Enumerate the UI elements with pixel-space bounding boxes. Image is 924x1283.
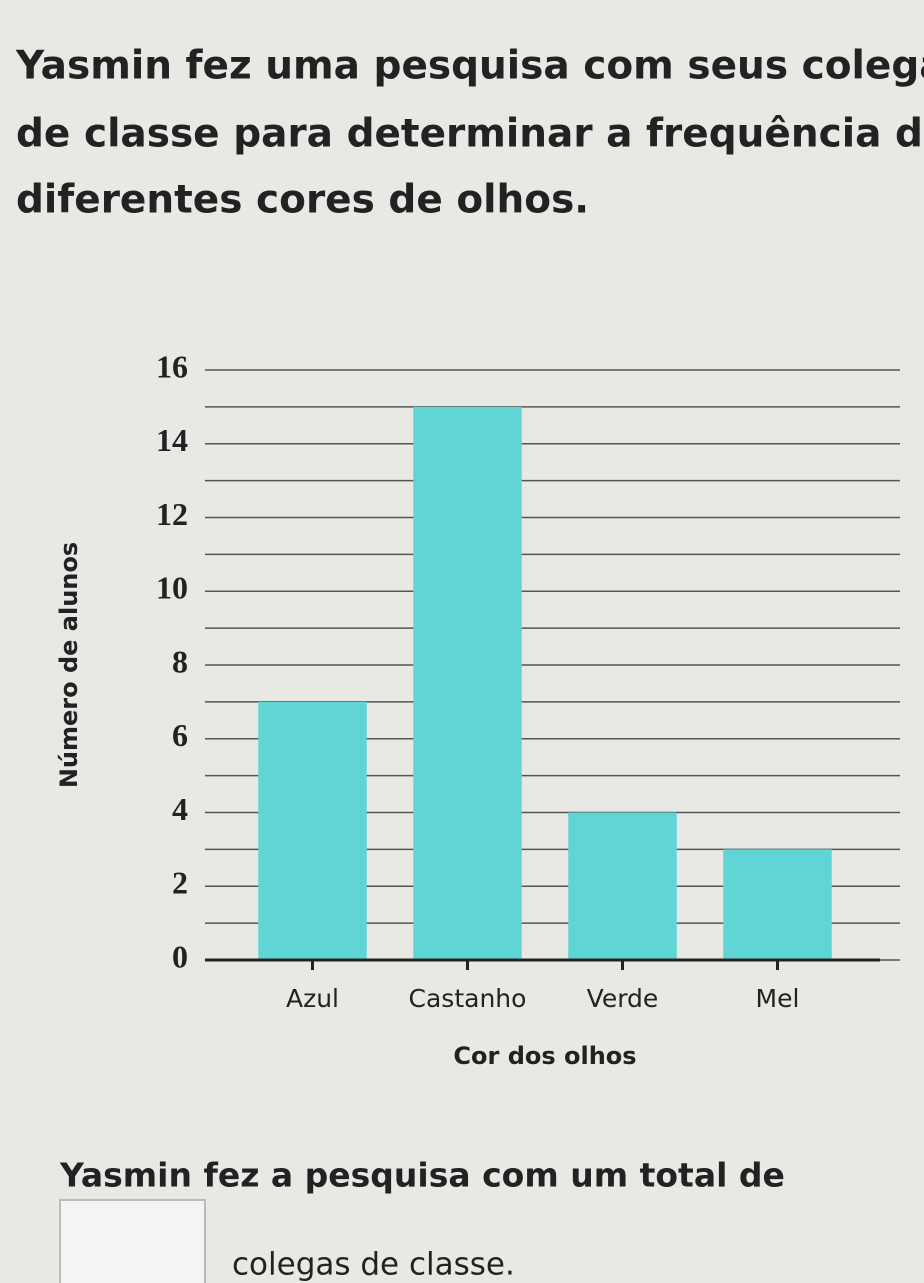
answer-box[interactable] <box>59 1199 206 1283</box>
y-tick-label: 14 <box>156 422 188 458</box>
question-end: colegas de classe. <box>232 1247 515 1283</box>
y-tick-label: 2 <box>172 865 188 901</box>
bar <box>568 812 677 960</box>
y-tick-label: 16 <box>156 348 188 384</box>
y-tick-label: 6 <box>172 717 188 753</box>
x-tick-label: Mel <box>756 984 800 1013</box>
y-tick-label: 4 <box>172 791 188 827</box>
intro-line: de classe para determinar a frequência d… <box>16 112 924 157</box>
intro-line: diferentes cores de olhos. <box>16 178 589 223</box>
intro-line: Yasmin fez uma pesquisa com seus colegas <box>15 44 924 89</box>
bar <box>723 849 832 960</box>
x-axis-title: Cor dos olhos <box>453 1042 636 1070</box>
question: Yasmin fez a pesquisa com um total de <box>59 1156 785 1195</box>
x-tick-label: Azul <box>286 984 339 1013</box>
bar <box>258 701 367 960</box>
x-tick-label: Verde <box>587 984 659 1013</box>
y-tick-label: 8 <box>172 643 188 679</box>
y-axis-title: Número de alunos <box>55 542 83 788</box>
chart: 0 2 4 6 8 10 12 14 16 Azul Castanho Verde Mel Cor dos… <box>55 348 900 1070</box>
y-tick-label: 0 <box>172 938 188 974</box>
y-tick-label: 12 <box>156 496 188 532</box>
y-tick-label: 10 <box>156 570 188 606</box>
x-tick-label: Castanho <box>409 984 527 1013</box>
bar <box>413 406 522 960</box>
